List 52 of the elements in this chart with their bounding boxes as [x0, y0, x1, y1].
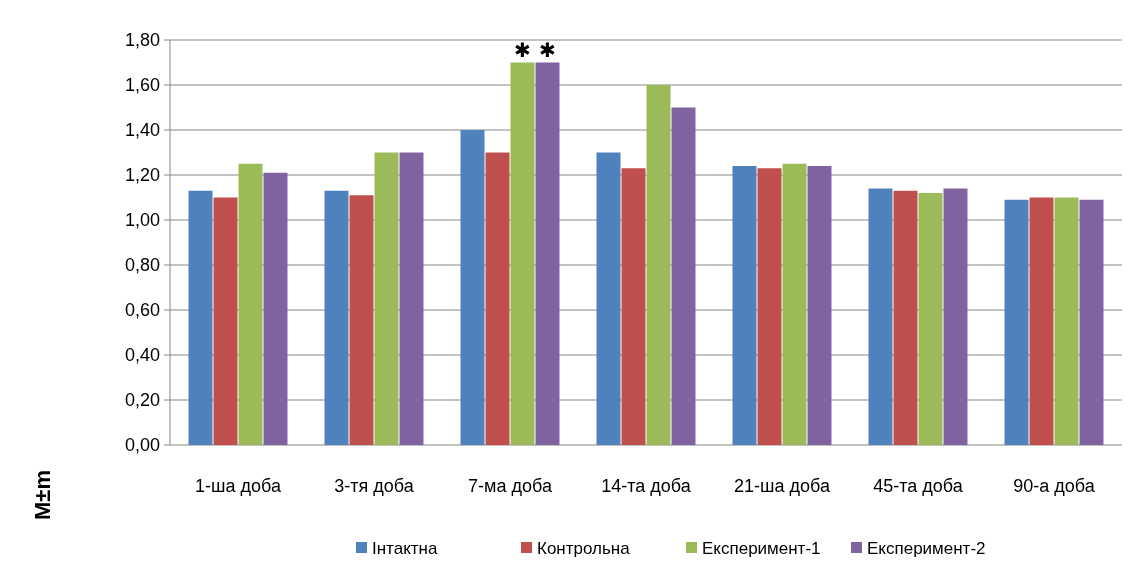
legend-label: Експеримент-2: [867, 538, 986, 558]
bar: [1079, 199, 1104, 445]
y-tick-label: 1,80: [124, 30, 160, 51]
bar: [893, 190, 918, 445]
annotation: ✱: [539, 38, 556, 61]
y-axis-title: M±m: [30, 470, 55, 520]
bar: [535, 62, 560, 445]
bar: [510, 62, 535, 445]
annotation: ✱: [514, 38, 531, 61]
bar: [782, 163, 807, 445]
bar: [732, 166, 757, 445]
y-tick-label: 1,20: [124, 165, 160, 186]
bar: [485, 152, 510, 445]
bar: [213, 197, 238, 445]
x-tick-label: 21-ша доба: [734, 476, 831, 496]
y-tick-label: 0,40: [124, 345, 160, 366]
bar: [943, 188, 968, 445]
bar: [324, 190, 349, 445]
legend-label: Експеримент-1: [702, 538, 821, 558]
bar: [399, 152, 424, 445]
bar: [374, 152, 399, 445]
bar: [596, 152, 621, 445]
x-tick-label: 3-тя доба: [334, 476, 415, 496]
y-tick-label: 0,00: [124, 435, 160, 456]
bar: [1054, 197, 1079, 445]
y-tick-label: 0,20: [124, 390, 160, 411]
x-tick-label: 1-ша доба: [195, 476, 282, 496]
bar: [263, 172, 288, 445]
y-tick-label: 0,80: [124, 255, 160, 276]
bar: [757, 168, 782, 445]
x-tick-label: 90-а доба: [1013, 476, 1096, 496]
legend-label: Інтактна: [372, 538, 438, 558]
y-tick-label: 1,00: [124, 210, 160, 231]
legend-label: Контрольна: [537, 538, 631, 558]
bar: [621, 168, 646, 445]
bar: [868, 188, 893, 445]
x-tick-label: 14-та доба: [601, 476, 692, 496]
bar: [349, 195, 374, 445]
bar: [1004, 199, 1029, 445]
bar: [238, 163, 263, 445]
bar: [918, 193, 943, 445]
y-tick-label: 1,40: [124, 120, 160, 141]
bar: [646, 85, 671, 445]
x-tick-label: 45-та доба: [873, 476, 964, 496]
x-tick-label: 7-ма доба: [468, 476, 553, 496]
bar: [460, 130, 485, 445]
bar: [188, 190, 213, 445]
bar: [807, 166, 832, 445]
bar: [1029, 197, 1054, 445]
bar: [671, 107, 696, 445]
y-tick-label: 0,60: [124, 300, 160, 321]
y-tick-label: 1,60: [124, 75, 160, 96]
